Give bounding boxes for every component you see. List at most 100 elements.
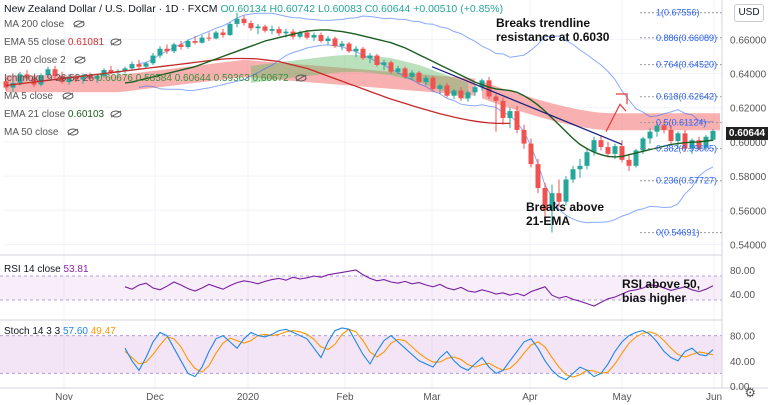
- stoch-band: [0, 335, 722, 374]
- candle-body: [332, 38, 338, 47]
- hidden-eye-icon[interactable]: [110, 110, 122, 118]
- candle-body: [353, 48, 359, 52]
- candle-body: [339, 43, 345, 47]
- rsi-label: RSI 14 close 53.81: [4, 264, 89, 275]
- time-tick-label: Nov: [55, 392, 73, 403]
- price-tick-label: 0.66000: [730, 35, 767, 46]
- candle-body: [612, 146, 618, 154]
- hidden-eye-icon[interactable]: [295, 74, 307, 82]
- moving-averages: [5, 29, 714, 158]
- stoch-tick-label: 80.00: [730, 332, 755, 343]
- rsi-value: 53.81: [63, 264, 89, 275]
- candle-body: [143, 63, 149, 67]
- candle-body: [556, 193, 562, 202]
- candle-body: [262, 26, 268, 31]
- low-value: L0.60083: [318, 3, 362, 15]
- rsi-pane: [0, 269, 722, 307]
- cloud-green: [251, 55, 468, 100]
- candle-body: [423, 77, 429, 83]
- candle-body: [318, 35, 324, 42]
- candle-body: [521, 129, 527, 144]
- candle-body: [381, 62, 387, 65]
- candle-body: [451, 90, 457, 96]
- candle-body: [416, 72, 422, 83]
- candle-body: [73, 76, 79, 80]
- candle-body: [444, 85, 450, 96]
- candle-body: [437, 85, 443, 89]
- price-tick-label: 0.58000: [730, 172, 767, 183]
- close-value: C0.60644: [364, 3, 411, 15]
- ichimoku-cloud: [6, 55, 720, 131]
- annotation-ema: Breaks above 21-EMA: [526, 200, 605, 228]
- candle-body: [248, 23, 254, 29]
- candle-body: [577, 165, 583, 170]
- stoch-d-line: [124, 328, 714, 378]
- candle-body: [402, 68, 408, 77]
- price-tick-label: 0.60000: [730, 138, 767, 149]
- candle-body: [297, 32, 303, 37]
- candle-body: [563, 179, 569, 202]
- candle-body: [367, 55, 373, 59]
- candle-body: [535, 164, 541, 189]
- candle-body: [38, 75, 44, 85]
- fib-label: 0(0.54691): [656, 228, 700, 238]
- candle-body: [598, 140, 604, 148]
- symbol-name: New Zealand Dollar / U.S. Dollar · 1D · …: [4, 3, 218, 15]
- candle-body: [395, 68, 401, 72]
- candle-body: [66, 76, 72, 83]
- candle-body: [108, 70, 114, 73]
- stoch-k-line: [124, 327, 714, 381]
- fibonacci-levels: 1(0.67556) 0.886(0.66089) 0.764(0.64520) 0.…: [640, 8, 722, 238]
- legend-item[interactable]: Ichimoku 9 26 52 26 0.60676 0.58584 0.60…: [4, 73, 307, 85]
- candle-body: [360, 48, 366, 59]
- legend-item[interactable]: BB 20 close 2: [4, 55, 86, 67]
- legend-item[interactable]: EMA 21 close 0.60103: [4, 109, 122, 121]
- legend-value: 0.61081: [67, 37, 105, 48]
- candle-body: [486, 80, 492, 97]
- time-tick-label: Jun: [706, 392, 722, 403]
- fib-label: 0.382(0.59605): [656, 144, 717, 154]
- legend-item[interactable]: MA 5 close: [4, 91, 74, 103]
- settings-gear-icon[interactable]: ⚙: [744, 385, 756, 400]
- last-price-tag: 0.60644: [726, 127, 768, 140]
- candle-body: [199, 37, 205, 43]
- price-tick-label: 0.64000: [730, 70, 767, 81]
- hidden-eye-icon[interactable]: [67, 128, 79, 136]
- candle-body: [374, 55, 380, 65]
- candle-body: [654, 125, 660, 132]
- hidden-eye-icon[interactable]: [73, 20, 85, 28]
- candle-body: [570, 169, 576, 180]
- hidden-eye-icon[interactable]: [110, 38, 122, 46]
- candle-body: [241, 18, 247, 24]
- annotation-rsi: RSI above 50, bias higher: [622, 277, 701, 305]
- legend-item[interactable]: MA 50 close: [4, 127, 79, 139]
- candle-body: [430, 77, 436, 89]
- candle-body: [164, 48, 170, 52]
- cloud-red-left: [6, 59, 475, 96]
- legend-item[interactable]: MA 200 close: [4, 19, 85, 31]
- hidden-eye-icon[interactable]: [74, 56, 86, 64]
- candle-body: [220, 32, 226, 36]
- candle-body: [87, 75, 93, 79]
- candle-body: [388, 62, 394, 72]
- candle-body: [479, 80, 485, 88]
- candle-body: [633, 150, 639, 166]
- currency-button[interactable]: USD: [734, 4, 764, 22]
- candle-body: [682, 133, 688, 149]
- candle-body: [269, 29, 275, 31]
- candle-body: [150, 55, 156, 64]
- candle-body: [696, 140, 702, 148]
- candle-body: [346, 43, 352, 52]
- legend-item[interactable]: EMA 55 close 0.61081: [4, 37, 122, 49]
- symbol-header: New Zealand Dollar / U.S. Dollar · 1D · …: [4, 3, 503, 15]
- candle-body: [549, 193, 555, 211]
- candle-body: [584, 152, 590, 166]
- legend-label: Ichimoku 9 26 52 26: [4, 73, 97, 84]
- annotation-trendline: Breaks trendline resistance at 0.6030: [496, 16, 610, 44]
- fib-label: 0.886(0.66089): [656, 33, 717, 43]
- candle-body: [80, 75, 86, 80]
- candle-body: [311, 35, 317, 38]
- hidden-eye-icon[interactable]: [62, 92, 74, 100]
- stoch-tick-label: 40.00: [730, 357, 755, 368]
- high-value: H0.60742: [269, 3, 316, 15]
